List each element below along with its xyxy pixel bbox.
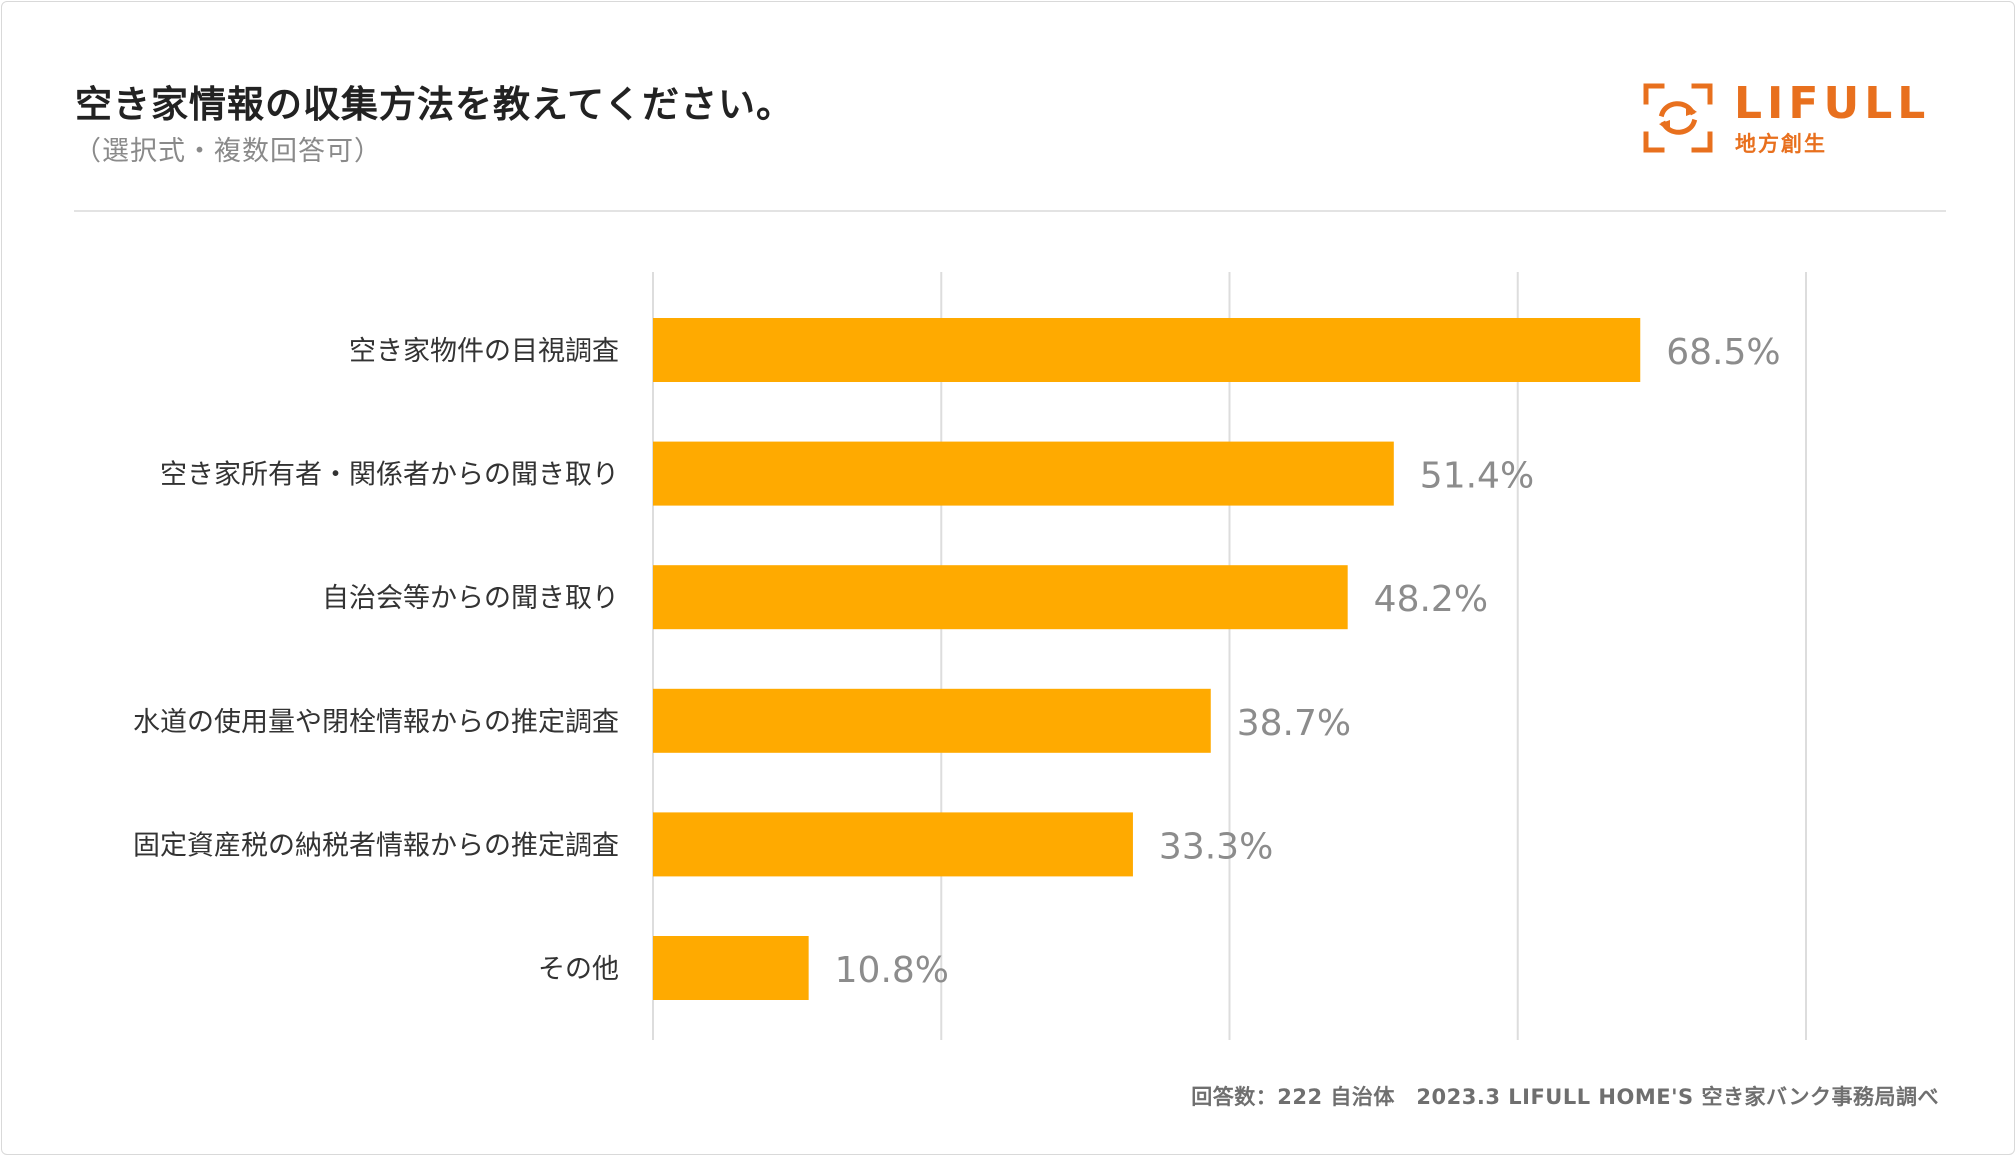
refresh-frame-icon <box>1643 83 1713 153</box>
bars <box>653 318 1641 1000</box>
bar-5 <box>653 936 809 1000</box>
category-label-1: 空き家所有者・関係者からの聞き取り <box>160 460 619 491</box>
bar-0 <box>653 318 1641 382</box>
gridlines <box>652 272 1807 1040</box>
bar-2 <box>653 565 1348 630</box>
value-label-5: 10.8% <box>835 950 949 991</box>
lifull-logo: LIFULL 地方創生 <box>1642 78 1947 156</box>
logo-sub-text: 地方創生 <box>1735 132 1827 156</box>
bar-3 <box>653 688 1211 753</box>
value-label-1: 51.4% <box>1420 456 1534 497</box>
labels: 空き家物件の目視調査 68.5% 空き家所有者・関係者からの聞き取り 51.4% 自治会… <box>133 332 1781 991</box>
value-label-3: 38.7% <box>1237 703 1351 744</box>
category-label-5: その他 <box>538 954 619 985</box>
bar-4 <box>653 812 1133 877</box>
page-subtitle: （選択式・複数回答可） <box>74 136 382 167</box>
page-title: 空き家情報の収集方法を教えてください。 <box>75 83 795 126</box>
header-divider <box>74 210 1946 212</box>
value-label-2: 48.2% <box>1374 579 1488 620</box>
bar-1 <box>653 441 1394 506</box>
value-label-0: 68.5% <box>1666 332 1780 373</box>
logo-brand-text: LIFULL <box>1734 78 1931 129</box>
category-label-3: 水道の使用量や閉栓情報からの推定調査 <box>133 707 619 738</box>
source-note: 回答数：222 自治体 2023.3 LIFULL HOME'S 空き家バンク事… <box>1191 1085 1939 1109</box>
category-label-2: 自治会等からの聞き取り <box>322 583 619 614</box>
category-label-4: 固定資産税の納税者情報からの推定調査 <box>133 830 619 861</box>
category-label-0: 空き家物件の目視調査 <box>349 336 619 367</box>
value-label-4: 33.3% <box>1159 826 1273 867</box>
